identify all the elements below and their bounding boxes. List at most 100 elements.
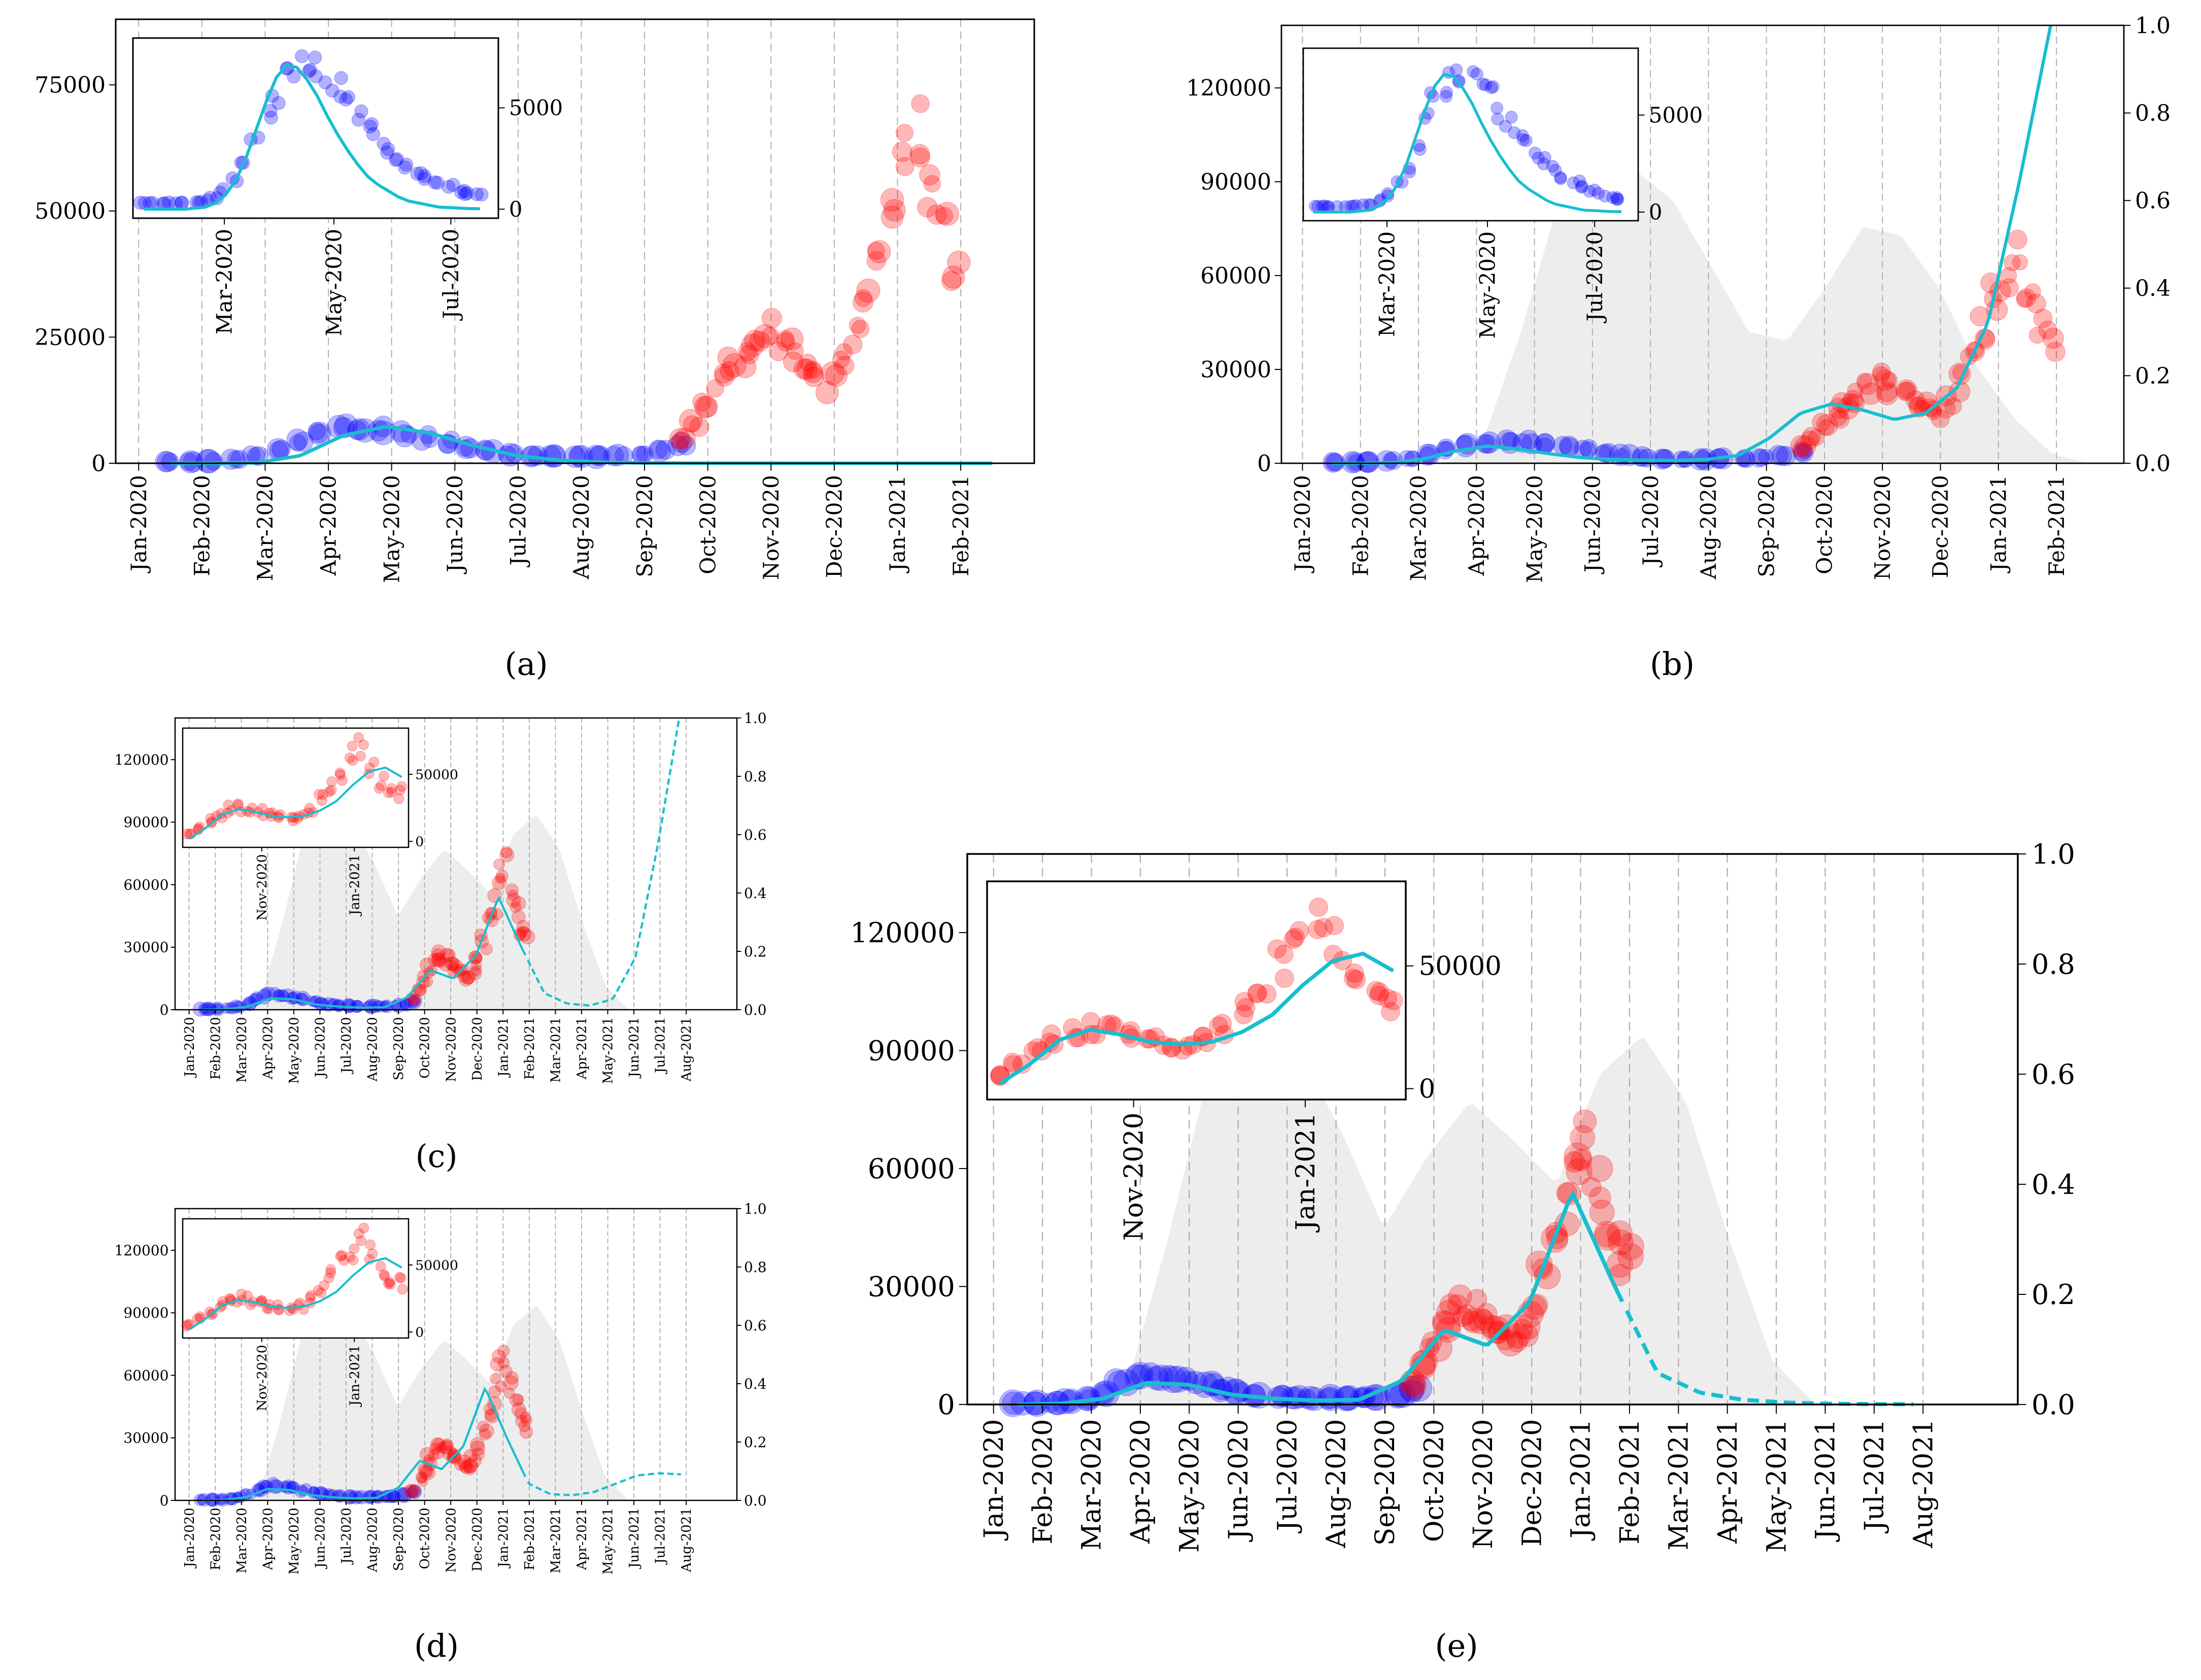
training-dot [396,1488,412,1503]
test-dot [1409,1350,1436,1378]
inset-dot [1554,171,1567,184]
x-tick-label: May-2021 [601,1017,616,1084]
inset-dot [460,186,475,200]
inset-dot [301,64,316,78]
test-dot [935,201,959,226]
test-dot [458,970,471,983]
test-dot [909,144,930,165]
x-tick-label: Mar-2020 [1077,1419,1107,1551]
inset-dot [1538,151,1551,164]
test-dot [515,1415,528,1428]
x-tick-label: Jun-2020 [313,1507,328,1569]
x-tick-label: Apr-2020 [260,1017,276,1080]
inset-dot [353,732,364,743]
inset-dot [386,786,397,798]
inset-dot [1309,898,1328,917]
inset-dot [1499,120,1512,133]
x-tick-label: Dec-2020 [1928,475,1953,578]
training-dot [1319,1387,1342,1409]
test-dot [741,334,764,357]
inset-dot [181,828,192,839]
x-tick-label: Jun-2020 [313,1017,328,1079]
test-dot [706,379,724,398]
inset-dot [1345,964,1364,983]
training-dot [1271,1385,1294,1408]
inset-dot [335,1251,346,1262]
test-dot [1462,1311,1482,1331]
inset-dot [358,739,369,750]
inset-frame [1302,47,1639,222]
test-dot [420,1465,435,1481]
test-dot [1816,414,1838,436]
test-dot [866,251,886,271]
test-dot [447,964,462,979]
inset-dot [348,1255,359,1265]
test-dot [714,363,734,384]
x-tick-label: Jan-2021 [1566,1419,1597,1541]
y-tick-label: 0 [1257,451,1271,476]
test-dot [923,175,941,193]
x-tick-label: Jul-2020 [339,1017,354,1074]
x-tick-label: Nov-2020 [1870,475,1895,580]
test-dot [1402,1375,1427,1399]
inset-dot [1308,920,1327,939]
x-tick-label: Jul-2021 [653,1017,668,1074]
inset-dot [326,785,337,796]
inset-dot [1314,918,1334,938]
test-dot [947,251,971,275]
inset-dot [368,757,380,768]
test-dot [734,356,757,379]
x-tick-label: Feb-2020 [208,1017,223,1080]
test-dot [1589,1199,1615,1225]
x-tick-label: May-2020 [1522,475,1547,583]
inset-dot [295,49,309,63]
x-tick-label: Sep-2020 [391,1017,407,1080]
inset-dot [349,1243,360,1254]
test-dot [1402,1372,1425,1395]
training-dot [286,428,309,451]
training-dot [648,439,668,459]
test-dot [717,346,739,368]
test-dot [1906,390,1925,410]
inset-dot [1413,143,1427,156]
inset-dot [323,1273,334,1284]
model-forecast-line [527,1472,681,1496]
inset-frame [986,880,1407,1101]
test-dot [776,330,794,348]
test-dot [714,366,735,387]
test-dot [2016,290,2033,308]
x-tick-label: Aug-2020 [569,475,594,579]
training-dot [1405,1375,1433,1402]
x-tick-label: Nov-2020 [759,475,784,580]
beta-area [236,1297,629,1500]
inset-dot [1532,152,1545,165]
inset-dot [1236,998,1256,1017]
test-dot [1570,1149,1593,1171]
inset-dot [374,783,385,794]
test-dot [445,956,459,971]
test-dot [463,1449,478,1463]
y-tick-label: 90000 [123,1305,168,1321]
training-dot [1496,429,1517,451]
test-dot [942,265,965,289]
inset-dot [324,786,334,797]
test-dot [917,197,938,218]
test-dot [1507,1331,1528,1353]
test-dot [422,976,433,987]
x-tick-label: May-2021 [1762,1419,1792,1553]
y-tick-label: 90000 [868,1035,955,1067]
inset-dot [334,768,346,778]
inset-dot [363,119,377,134]
test-dot [2000,278,2019,297]
test-dot [867,240,891,263]
test-dot [843,334,863,355]
test-dot [696,396,718,418]
test-dot [491,1349,506,1364]
inset-x-tick-label: Nov-2020 [1119,1113,1149,1241]
test-dot [935,207,954,225]
test-dot [720,361,739,381]
inset-dot [175,196,189,210]
inset-dot [1529,147,1542,160]
inset-dot [336,1250,347,1261]
